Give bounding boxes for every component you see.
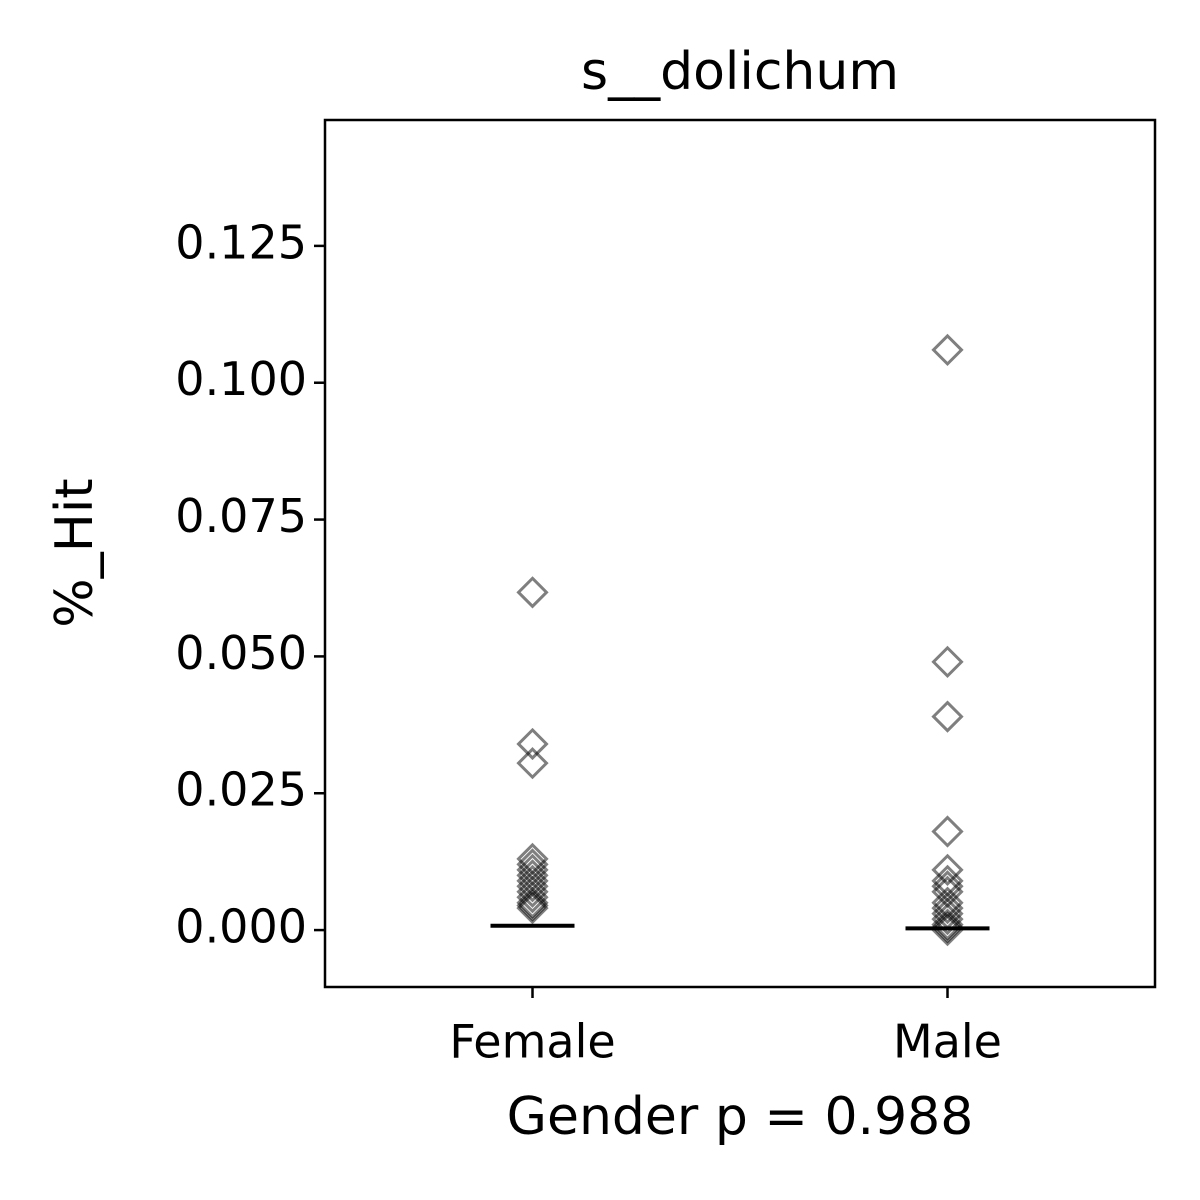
x-axis-label: Gender p = 0.988 <box>507 1087 974 1147</box>
x-tick-label: Female <box>449 1015 615 1069</box>
data-point <box>516 870 549 903</box>
data-point <box>931 911 964 944</box>
data-point <box>931 853 964 886</box>
data-point <box>516 576 549 609</box>
data-point <box>516 892 549 925</box>
y-tick-label: 0.025 <box>175 763 307 817</box>
data-point <box>516 881 549 914</box>
data-point <box>931 903 964 936</box>
y-tick-label: 0.125 <box>175 215 307 269</box>
data-point <box>931 700 964 733</box>
y-tick-label: 0.050 <box>175 626 307 680</box>
data-point <box>931 645 964 678</box>
data-point <box>931 892 964 925</box>
x-tick-label: Male <box>893 1015 1002 1069</box>
y-tick-label: 0.100 <box>175 352 307 406</box>
data-point <box>516 747 549 780</box>
y-tick-label: 0.075 <box>175 489 307 543</box>
y-tick-label: 0.000 <box>175 900 307 954</box>
data-point <box>931 908 964 941</box>
y-axis-label: %_Hit <box>45 478 105 627</box>
data-point <box>516 727 549 761</box>
chart-title: s__dolichum <box>581 42 899 102</box>
plot-frame <box>323 118 1157 989</box>
data-point <box>931 815 964 848</box>
data-point <box>516 875 549 908</box>
data-point <box>931 913 964 947</box>
data-point <box>931 333 964 367</box>
data-point <box>516 889 549 922</box>
data-point <box>516 886 549 919</box>
